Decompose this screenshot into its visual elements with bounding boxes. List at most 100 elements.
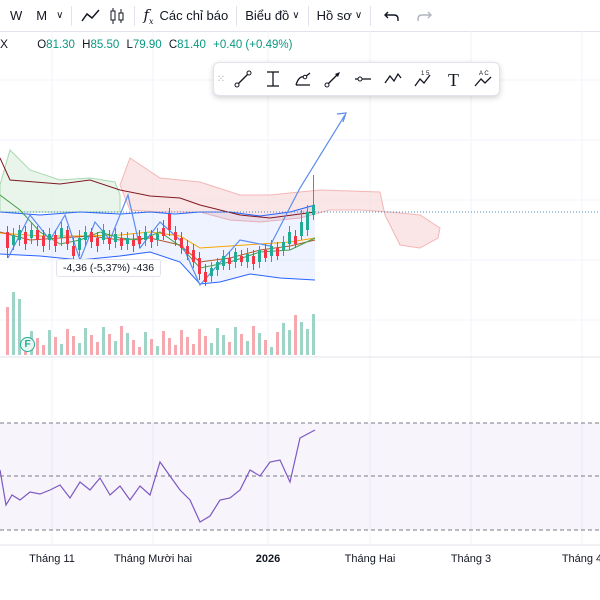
elliott-wave-tool[interactable]: 1 5 (408, 65, 438, 93)
candle-body (108, 238, 111, 244)
candle-body (210, 268, 213, 276)
volume-bar (84, 328, 87, 355)
candle-body (6, 232, 9, 248)
trend-line-tool[interactable] (228, 65, 258, 93)
candle-body (72, 246, 75, 256)
volume-bar (288, 330, 291, 355)
ohlc-legend: X O81.30 H85.50 L79.90 C81.40 +0.40 (+0.… (0, 37, 292, 51)
candle-style-button[interactable] (108, 0, 126, 31)
candle-body (126, 238, 129, 244)
chart-menu-button[interactable]: Biểu đồ ∨ (245, 0, 299, 31)
chevron-down-icon: ∨ (56, 10, 64, 21)
info-line-tool[interactable] (258, 65, 288, 93)
undo-icon (384, 11, 399, 21)
elliott-icon: 1 5 (414, 71, 431, 87)
pattern-icon (384, 72, 402, 84)
volume-bar (180, 330, 183, 355)
volume-bar (150, 339, 153, 355)
volume-bar (90, 335, 93, 355)
candle-body (144, 232, 147, 240)
candle-body (234, 252, 237, 262)
candle-body (156, 234, 159, 240)
abc-pattern-icon: A C (474, 71, 492, 87)
text-tool-glyph: T (448, 70, 459, 89)
time-axis-label: Tháng 3 (450, 553, 492, 565)
volume-bar (132, 340, 135, 355)
chevron-down-icon: ∨ (354, 10, 363, 21)
change-value: +0.40 (+0.49%) (213, 39, 293, 51)
indicators-button[interactable]: fx Các chỉ báo (143, 0, 228, 31)
redo-button[interactable] (415, 0, 433, 31)
interval-weekly-button[interactable]: W (10, 0, 22, 31)
toolbar-divider (134, 5, 136, 26)
candle-body (162, 228, 165, 236)
volume-bar (72, 336, 75, 355)
chart-menu-label: Biểu đồ (245, 8, 290, 23)
interval-monthly-label: M (36, 8, 48, 23)
open-label: O (37, 39, 47, 51)
volume-bar (54, 337, 57, 355)
fib-icon (295, 72, 311, 86)
candle-body (228, 258, 231, 264)
chart-style-button[interactable] (80, 0, 102, 31)
interval-monthly-button[interactable]: M (36, 0, 47, 31)
candle-body (174, 232, 177, 240)
profile-menu-label: Hồ sơ (316, 8, 352, 23)
toolbar-divider (370, 5, 372, 26)
volume-bar (306, 329, 309, 355)
line-chart-icon (81, 9, 101, 21)
candle-body (180, 238, 183, 248)
candle-body (258, 250, 261, 262)
interval-dropdown-button[interactable]: ∨ (53, 0, 63, 31)
volume-bar (282, 323, 285, 355)
candle-body (102, 230, 105, 240)
drawing-toolbar: ⁙ 1 5 T A C (213, 62, 500, 96)
candle-body (114, 234, 117, 242)
candle-body (138, 236, 141, 244)
financial-event-badge[interactable]: F (20, 337, 35, 352)
time-axis-label: Tháng 4 (561, 553, 600, 565)
volume-bar (102, 327, 105, 355)
volume-bar (162, 331, 165, 355)
volume-bar (174, 345, 177, 355)
text-tool[interactable]: T (438, 65, 468, 93)
fib-tool[interactable] (288, 65, 318, 93)
volume-bar (222, 335, 225, 355)
undo-button[interactable] (383, 0, 401, 31)
arrow-tool[interactable] (318, 65, 348, 93)
volume-bar (60, 344, 63, 355)
candle-body (288, 232, 291, 244)
volume-bar (228, 342, 231, 355)
candle-body (24, 232, 27, 244)
volume-bar (144, 332, 147, 355)
candlestick-icon (110, 7, 124, 24)
candle-body (60, 228, 63, 238)
pattern-tool[interactable] (378, 65, 408, 93)
time-axis-label: 2026 (255, 553, 281, 565)
elliott-top-label: 1 5 (421, 71, 430, 77)
candle-body (216, 262, 219, 270)
volume-bar (126, 333, 129, 355)
candle-body (42, 236, 45, 246)
candle-body (36, 230, 39, 240)
candle-body (294, 236, 297, 244)
abc-top-label: A C (479, 71, 489, 77)
candle-body (198, 258, 201, 274)
info-line-icon (267, 71, 279, 87)
profile-menu-button[interactable]: Hồ sơ ∨ (317, 0, 363, 31)
candle-body (312, 205, 315, 215)
candle-body (276, 248, 279, 256)
abc-pattern-tool[interactable]: A C (468, 65, 498, 93)
candle-body (204, 272, 207, 282)
volume-bar (42, 345, 45, 355)
volume-bar (120, 326, 123, 355)
horizontal-line-tool[interactable] (348, 65, 378, 93)
open-value: 81.30 (46, 39, 75, 51)
ichimoku-baseline (0, 157, 316, 219)
drag-handle-icon[interactable]: ⁙ (216, 73, 226, 85)
volume-bar (18, 299, 21, 355)
candle-body (306, 212, 309, 230)
volume-bar (6, 307, 9, 355)
low-label: L (126, 39, 133, 51)
